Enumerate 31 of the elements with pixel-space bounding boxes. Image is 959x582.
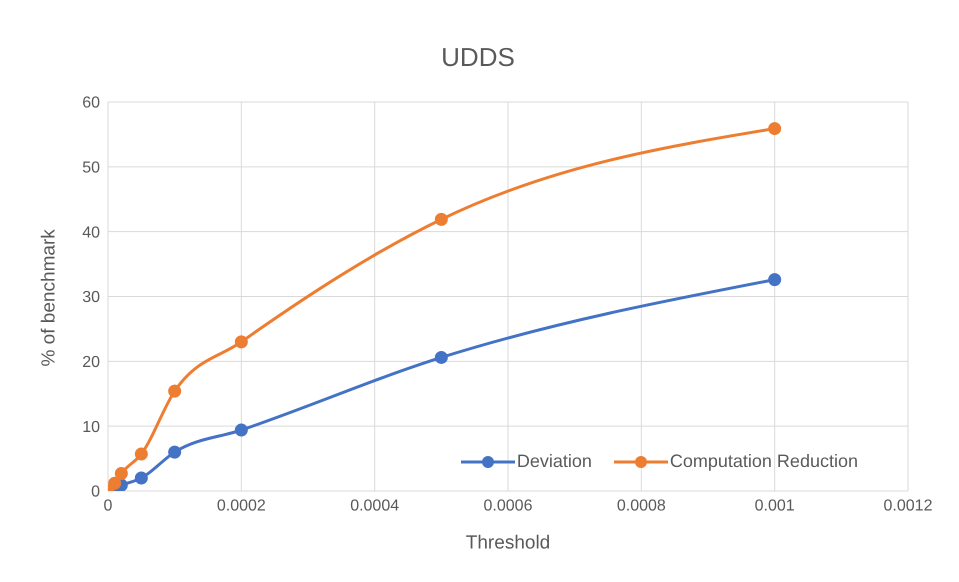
y-tick-label: 50 [82,160,100,177]
y-tick-label: 20 [82,354,100,372]
legend-label: Computation Reduction [668,451,858,472]
point [134,448,148,461]
legend-label: Deviation [516,451,592,472]
x-tick-label: 0 [104,497,113,514]
x-axis-title: Threshold [466,532,550,554]
point [234,424,248,437]
point [168,446,182,459]
point [434,350,448,364]
point [134,472,148,485]
x-tick-label: 0.0002 [216,497,266,514]
point [114,466,128,480]
point [168,384,182,398]
y-tick-label: 30 [82,289,100,306]
y-tick-label: 60 [82,94,100,112]
x-tick-label: 0.0006 [484,497,533,514]
x-tick-label: 0.0008 [616,497,666,514]
y-tick-label: 0 [91,484,100,501]
x-tick-label: 0.0012 [884,497,933,514]
y-axis-title: % of benchmark [38,228,60,366]
x-tick-label: 0.0004 [350,497,400,514]
y-tick-label: 40 [82,224,100,242]
y-tick-label: 10 [82,418,100,436]
chart-title: UDDS [440,41,516,74]
point [108,476,122,490]
x-tick-label: 0.001 [754,497,795,514]
point [768,273,782,286]
point [434,212,448,226]
point [768,122,782,136]
point [234,335,248,348]
